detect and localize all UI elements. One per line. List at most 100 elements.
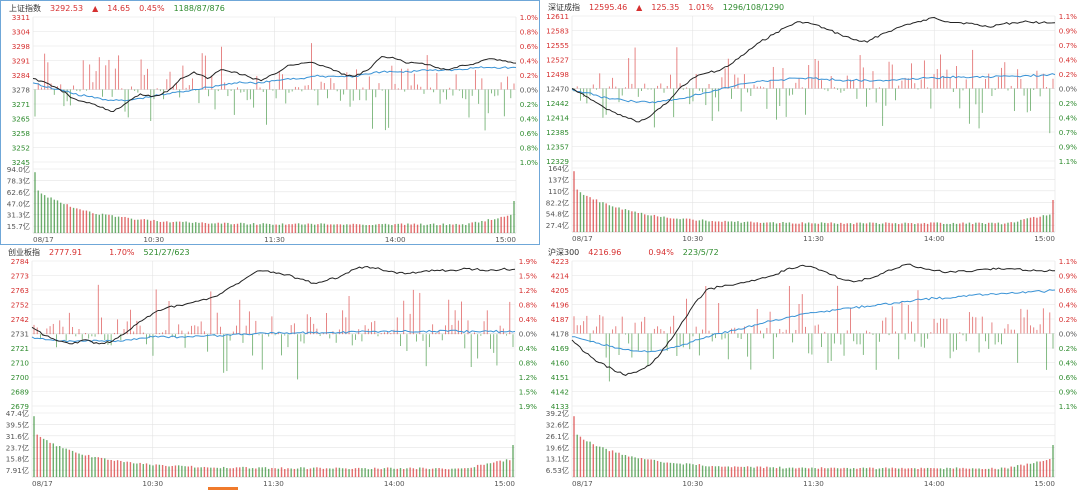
chart-panel-csi300[interactable]: 沪深300 4216.96 0.94% 223/5/72 4223 1.1% 4214 0.9… [540,245,1080,490]
pct-tick-label: 0.6% [520,129,538,138]
pct-tick-label: 0.6% [1059,373,1077,382]
price-tick-label: 3278 [12,86,31,95]
pct-tick-label: 1.0% [520,13,538,22]
volume-tick-label: 164亿 [548,164,569,173]
price-tick-label: 4133 [551,402,569,411]
time-tick-label: 10:30 [143,235,164,244]
change-value: 14.65 [107,4,131,13]
volume-tick-label: 31.3亿 [7,211,30,220]
price-tick-label: 4187 [551,315,569,324]
price-tick-label: 4178 [551,330,570,339]
price-tick-label: 2763 [11,286,29,295]
volume-tick-label: 39.5亿 [6,420,29,429]
price-tick-label: 4196 [551,301,570,310]
price-tick-label: 2721 [11,344,29,353]
volume-tick-label: 7.91亿 [6,466,29,475]
change-percent: 0.45% [139,4,165,13]
price-tick-label: 4214 [551,272,570,281]
pct-tick-label: 0.8% [519,359,537,368]
pct-tick-label: 0.2% [1059,315,1077,324]
volume-tick-label: 47.4亿 [6,409,29,418]
price-tick-label: 2700 [11,373,30,382]
price-tick-label: 12357 [546,143,569,152]
average-line [571,73,1056,104]
pct-tick-label: 0.9% [1059,27,1077,36]
pct-tick-label: 0.9% [1059,388,1077,397]
volume-tick-label: 110亿 [548,187,569,196]
advance-decline: 1296/108/1290 [722,3,785,12]
pct-tick-label: 0.8% [520,28,538,37]
pct-tick-label: 1.9% [519,257,537,266]
volume-tick-label: 23.7亿 [6,443,29,452]
chart-svg: 4223 1.1% 4214 0.9% 4205 0.6% 4196 0.4% 4187 0.2%… [546,257,1077,488]
volume-tick-label: 27.4亿 [546,221,569,230]
pct-tick-label: 0.4% [519,315,537,324]
chart-panel-szse[interactable]: 深证成指 12595.46 ▲ 125.35 1.01% 1296/108/1290 126… [540,0,1080,245]
pct-tick-label: 0.7% [1059,41,1077,50]
time-tick-label: 11:30 [803,234,824,243]
price-tick-label: 3298 [12,42,31,51]
time-tick-label: 11:30 [803,479,824,488]
time-tick-label: 14:00 [924,479,945,488]
index-name: 深证成指 [548,3,580,12]
price-line [571,16,1056,123]
pct-tick-label: 0.2% [520,100,538,109]
pct-tick-label: 0.0% [520,86,538,95]
volume-tick-label: 15.8亿 [6,455,29,464]
price-line [31,265,516,345]
pct-tick-label: 1.9% [519,402,537,411]
pct-tick-label: 0.4% [1059,56,1077,65]
chart-svg: 3311 1.0% 3304 0.8% 3298 0.6% 3291 0.4% 3284 0.2%… [7,13,538,244]
volume-tick-label: 54.8亿 [546,210,569,219]
time-tick-label: 10:30 [682,479,703,488]
volume-tick-label: 39.2亿 [546,409,569,418]
change-arrow: ▲ [92,4,99,13]
index-price: 3292.53 [50,4,84,13]
chart-header: 深证成指 12595.46 ▲ 125.35 1.01% 1296/108/1290 [540,0,1060,16]
index-price: 2777.91 [49,248,83,257]
price-tick-label: 12385 [546,128,569,137]
average-line [571,289,1056,353]
price-tick-label: 2742 [11,315,29,324]
volume-tick-label: 19.6亿 [546,443,569,452]
time-tick-label: 10:30 [682,234,703,243]
volume-tick-label: 62.6亿 [7,188,30,197]
price-line [32,55,517,113]
scroll-indicator [208,487,238,490]
price-tick-label: 12414 [546,114,569,123]
volume-tick-label: 13.1亿 [546,455,569,464]
chart-header: 沪深300 4216.96 0.94% 223/5/72 [540,245,1060,261]
time-tick-label: 15:00 [495,235,516,244]
time-tick-label: 15:00 [494,479,515,488]
pct-tick-label: 0.8% [519,301,537,310]
pct-tick-label: 0.9% [1059,272,1077,281]
pct-tick-label: 0.0% [1059,330,1077,339]
price-tick-label: 4223 [551,257,569,266]
pct-tick-label: 0.2% [1059,70,1077,79]
chart-svg: 12611 1.1% 12583 0.9% 12555 0.7% 12527 0.4% 1249… [546,12,1077,243]
chart-header: 上证指数 3292.53 ▲ 14.65 0.45% 1188/87/876 [1,1,521,17]
time-tick-label: 15:00 [1034,479,1055,488]
index-price: 4216.96 [588,248,622,257]
volume-tick-label: 15.7亿 [7,222,30,231]
price-tick-label: 2752 [11,301,29,310]
volume-tick-label: 78.3亿 [7,176,30,185]
time-tick-label: 14:00 [924,234,945,243]
price-tick-label: 4142 [551,388,569,397]
price-tick-label: 3265 [12,115,30,124]
pct-tick-label: 1.5% [519,272,537,281]
price-tick-label: 3271 [12,100,30,109]
chart-panel-chinext[interactable]: 创业板指 2777.91 1.70% 521/27/623 2784 1.9% 2773 1.… [0,245,540,490]
pct-tick-label: 1.2% [519,373,537,382]
pct-tick-label: 1.0% [520,158,538,167]
advance-decline: 1188/87/876 [173,4,225,13]
chart-svg: 2784 1.9% 2773 1.5% 2763 1.2% 2752 0.8% 2742 0.4%… [6,257,537,488]
volume-tick-label: 94.0亿 [7,165,30,174]
time-tick-label: 08/17 [33,235,54,244]
change-arrow: ▲ [636,3,643,12]
change-percent: 0.94% [648,248,674,257]
pct-tick-label: 0.4% [519,344,537,353]
chart-panel-sse[interactable]: 上证指数 3292.53 ▲ 14.65 0.45% 1188/87/876 3311 1.0… [0,0,540,245]
pct-tick-label: 0.6% [520,42,538,51]
pct-tick-label: 0.9% [1059,143,1077,152]
